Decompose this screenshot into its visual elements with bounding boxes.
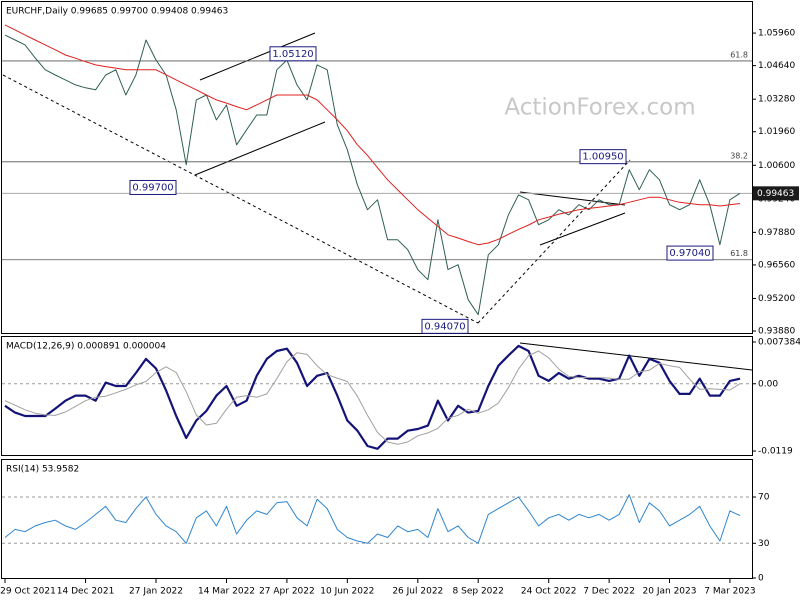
y-tick-label: 0 — [758, 574, 764, 584]
fib-ratio: 61.8 — [730, 249, 748, 258]
x-tick-label: 14 Dec 2021 — [57, 587, 115, 597]
x-tick-label: 27 Jan 2022 — [129, 587, 183, 597]
x-tick-label: 24 Oct 2022 — [521, 587, 577, 597]
last-price-label: 0.99463 — [757, 189, 794, 199]
y-tick-label: 1.03280 — [758, 95, 795, 105]
x-tick-label: 7 Dec 2022 — [583, 587, 635, 597]
x-tick-label: 14 Mar 2022 — [198, 587, 255, 597]
series-line — [4, 24, 741, 246]
trendline — [477, 159, 631, 324]
x-tick-label: 29 Oct 2021 — [0, 587, 56, 597]
y-tick-label: -0.0119 — [758, 447, 793, 457]
macd-trendline — [519, 342, 753, 371]
price-annotation: 1.00950 — [582, 152, 623, 163]
x-tick-label: 10 Jun 2022 — [320, 587, 374, 597]
y-tick-label: 1.01960 — [758, 127, 795, 137]
fib-ratio: 61.8 — [730, 50, 748, 59]
y-tick-label: 1.04640 — [758, 61, 795, 71]
x-tick-label: 20 Jan 2023 — [643, 587, 697, 597]
price-annotation: 1.05120 — [272, 49, 313, 60]
macd-pane-frame — [1, 336, 753, 456]
price-pane-frame — [1, 1, 753, 334]
y-tick-label: 0.007384 — [758, 338, 800, 348]
watermark: ActionForex.com — [504, 95, 695, 121]
y-tick-label: 0.96560 — [758, 260, 795, 270]
price-annotation-box — [129, 179, 177, 195]
series-line — [4, 494, 741, 544]
price-annotation: 0.94070 — [424, 321, 465, 332]
price-annotation-box — [666, 245, 714, 261]
price-annotation: 0.99700 — [132, 182, 173, 193]
y-tick-label: 0.00 — [758, 379, 778, 389]
y-tick-label: 0.93880 — [758, 327, 795, 337]
trendlines — [2, 32, 753, 371]
triangle-line — [539, 212, 626, 246]
pane-title: EURCHF,Daily 0.99685 0.99700 0.99408 0.9… — [6, 7, 228, 17]
y-tick-label: 0.97880 — [758, 228, 795, 238]
channel-line — [194, 121, 326, 176]
y-tick-label: 30 — [758, 539, 770, 549]
last-price-box — [753, 186, 799, 201]
y-tick-label: 1.05960 — [758, 29, 795, 39]
channel-line — [199, 32, 316, 81]
price-annotation: 0.97040 — [669, 248, 710, 259]
y-tick-label: 70 — [758, 493, 770, 503]
triangle-line — [519, 191, 626, 206]
price-annotation-box — [269, 46, 317, 62]
y-tick-label: 1.00600 — [758, 161, 795, 171]
price-annotation-box — [421, 318, 469, 334]
x-tick-label: 26 Jul 2022 — [392, 587, 443, 597]
x-tick-label: 8 Sep 2022 — [453, 587, 504, 597]
rsi-pane-frame — [1, 459, 753, 579]
price-annotation-box — [579, 149, 627, 165]
pane-title: RSI(14) 53.9582 — [6, 465, 79, 475]
series-line — [4, 350, 741, 445]
x-tick-label: 27 Apr 2022 — [259, 587, 315, 597]
trendline — [2, 74, 479, 324]
fib-ratio: 38.2 — [730, 151, 748, 160]
y-tick-label: 0.95200 — [758, 294, 795, 304]
pane-title: MACD(12,26,9) 0.000891 0.000004 — [6, 342, 166, 352]
x-tick-label: 7 Mar 2023 — [704, 587, 755, 597]
